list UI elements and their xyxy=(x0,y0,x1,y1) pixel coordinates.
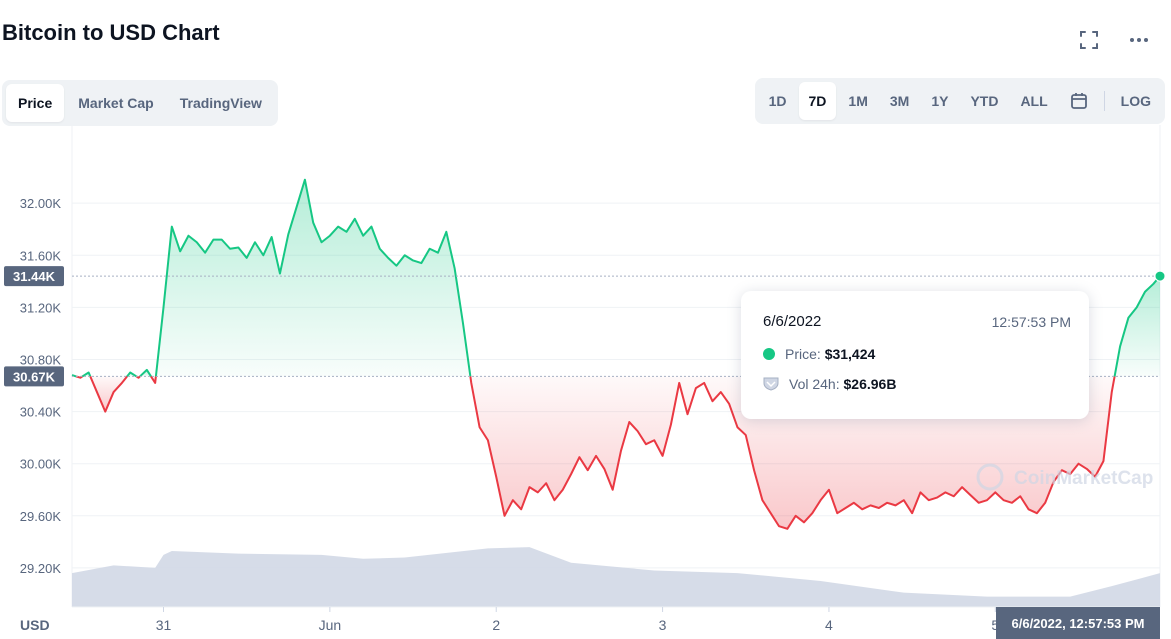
price-line-down xyxy=(150,375,157,384)
volume-area xyxy=(72,547,1160,607)
x-tick-label: 5 xyxy=(991,617,999,633)
currency-label: USD xyxy=(20,617,50,633)
range-1y[interactable]: 1Y xyxy=(931,93,949,109)
cursor-label-box xyxy=(996,607,1160,639)
more-icon[interactable] xyxy=(1127,28,1151,52)
price-line-up xyxy=(71,374,77,378)
tab-tradingview[interactable]: TradingView xyxy=(179,95,262,111)
divider xyxy=(1103,91,1105,111)
y-tick-label: 31.20K xyxy=(20,300,62,315)
baseline-label: 30.67K xyxy=(13,369,56,384)
x-tick-label: Jun xyxy=(319,617,342,633)
x-tick-label: 2 xyxy=(492,617,500,633)
range-ytd[interactable]: YTD xyxy=(970,93,999,109)
price-line-down xyxy=(89,375,128,413)
range-1d[interactable]: 1D xyxy=(768,93,787,109)
tooltip-volume-value: $26.96B xyxy=(843,376,897,392)
tooltip-time: 12:57:53 PM xyxy=(991,314,1071,330)
price-chart[interactable]: 32.00K 31.60K 31.20K 30.80K 30.40K 30.00K 29.6… xyxy=(0,125,1171,639)
price-line-up xyxy=(1113,275,1161,377)
range-3m[interactable]: 3M xyxy=(889,93,910,109)
y-tick-label: 30.40K xyxy=(20,405,62,420)
current-price-label: 31.44K xyxy=(13,269,56,284)
current-price-dot xyxy=(1154,270,1166,282)
tab-price[interactable]: Price xyxy=(6,84,65,122)
tab-market-cap[interactable]: Market Cap xyxy=(78,95,154,111)
tooltip-price-label: Price: xyxy=(785,346,821,362)
chart-tooltip: 6/6/2022 12:57:53 PM Price: $31,424 Vol … xyxy=(741,291,1089,419)
current-price-label-box xyxy=(4,266,64,287)
chart-type-tabs: Price Market Cap TradingView xyxy=(2,80,278,126)
tooltip-price-row: Price: $31,424 xyxy=(763,346,875,362)
tooltip-price-value: $31,424 xyxy=(824,346,876,362)
price-line-up xyxy=(139,368,152,378)
price-line-up xyxy=(81,371,92,378)
watermark-text: CoinMarketCap xyxy=(1014,468,1153,489)
y-tick-label: 30.00K xyxy=(20,457,62,472)
volume-shield-icon xyxy=(763,377,779,391)
baseline-label-box xyxy=(4,366,64,387)
y-tick-label: 30.80K xyxy=(20,352,62,367)
time-range-tabs: 1D 7D 1M 3M 1Y YTD ALL LOG xyxy=(754,78,1165,124)
page-title: Bitcoin to USD Chart xyxy=(2,20,220,45)
price-line-up xyxy=(126,371,137,378)
price-area-up xyxy=(1114,276,1160,377)
y-tick-label: 32.00K xyxy=(20,196,62,211)
tooltip-volume-row: Vol 24h: $26.96B xyxy=(763,376,896,392)
y-tick-label: 29.60K xyxy=(20,509,62,524)
y-tick-label: 29.20K xyxy=(20,561,62,576)
price-area-up xyxy=(155,179,471,377)
range-1m[interactable]: 1M xyxy=(848,93,868,109)
y-tick-label: 31.60K xyxy=(20,248,62,263)
range-all[interactable]: ALL xyxy=(1020,93,1048,109)
x-tick-label: 31 xyxy=(156,617,172,633)
price-line-down xyxy=(469,376,1116,530)
log-scale-toggle[interactable]: LOG xyxy=(1120,93,1151,109)
header-actions xyxy=(1077,28,1151,52)
tooltip-date: 6/6/2022 xyxy=(763,313,822,330)
x-tick-label: 3 xyxy=(659,617,667,633)
range-7d[interactable]: 7D xyxy=(798,82,837,120)
calendar-icon[interactable] xyxy=(1060,82,1098,120)
cursor-label: 6/6/2022, 12:57:53 PM xyxy=(1012,616,1145,631)
price-area-down xyxy=(90,376,128,412)
price-dot-icon xyxy=(763,348,775,360)
watermark-logo xyxy=(976,463,1004,491)
tooltip-volume-label: Vol 24h: xyxy=(789,376,840,392)
fullscreen-icon[interactable] xyxy=(1077,28,1101,52)
x-tick-label: 4 xyxy=(825,617,833,633)
price-line-up xyxy=(154,178,472,377)
